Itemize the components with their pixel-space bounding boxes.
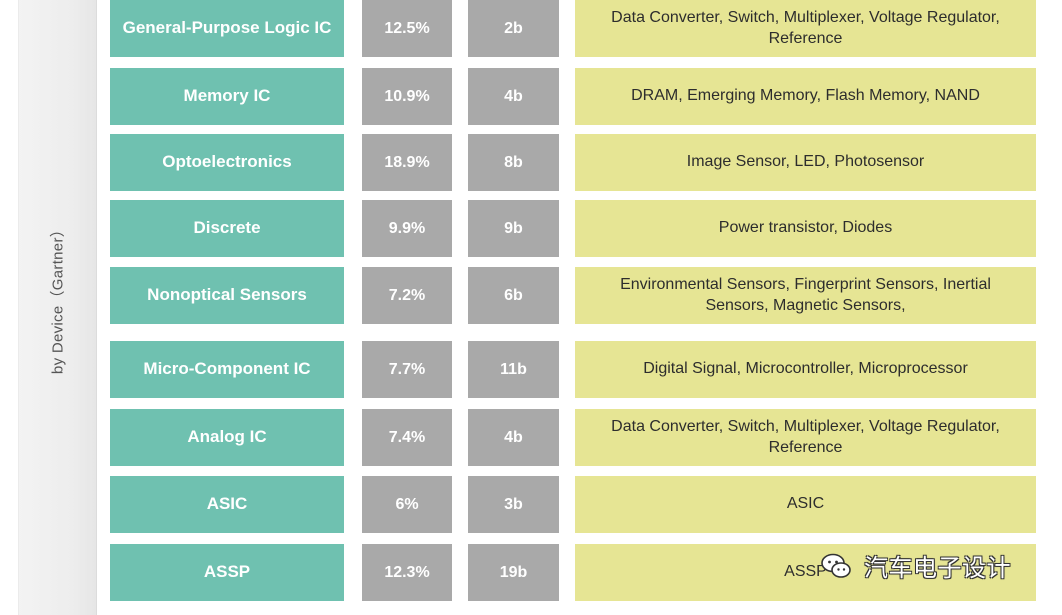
category-side-label: by Device（Gartner） xyxy=(49,221,67,375)
table-row: ASSP 12.3% 19b ASSP xyxy=(110,544,1036,601)
value-cell: 8b xyxy=(468,134,559,191)
share-cell: 7.4% xyxy=(362,409,452,466)
applications-cell: Image Sensor, LED, Photosensor xyxy=(575,134,1036,191)
share-cell: 6% xyxy=(362,476,452,533)
applications-cell: Data Converter, Switch, Multiplexer, Vol… xyxy=(575,0,1036,57)
share-cell: 7.7% xyxy=(362,341,452,398)
device-cell: Nonoptical Sensors xyxy=(110,267,344,324)
category-side-tab xyxy=(18,0,97,615)
share-cell: 9.9% xyxy=(362,200,452,257)
device-cell: Analog IC xyxy=(110,409,344,466)
table-row: Micro-Component IC 7.7% 11b Digital Sign… xyxy=(110,341,1036,398)
table-row: Discrete 9.9% 9b Power transistor, Diode… xyxy=(110,200,1036,257)
applications-cell: Environmental Sensors, Fingerprint Senso… xyxy=(575,267,1036,324)
table-row: General-Purpose Logic IC 12.5% 2b Data C… xyxy=(110,0,1036,57)
value-cell: 4b xyxy=(468,68,559,125)
device-cell: ASSP xyxy=(110,544,344,601)
applications-cell: Data Converter, Switch, Multiplexer, Vol… xyxy=(575,409,1036,466)
share-cell: 12.5% xyxy=(362,0,452,57)
applications-cell: ASIC xyxy=(575,476,1036,533)
table-row: ASIC 6% 3b ASIC xyxy=(110,476,1036,533)
value-cell: 9b xyxy=(468,200,559,257)
value-cell: 4b xyxy=(468,409,559,466)
table-row: Nonoptical Sensors 7.2% 6b Environmental… xyxy=(110,267,1036,324)
value-cell: 6b xyxy=(468,267,559,324)
applications-cell: DRAM, Emerging Memory, Flash Memory, NAN… xyxy=(575,68,1036,125)
value-cell: 19b xyxy=(468,544,559,601)
share-cell: 7.2% xyxy=(362,267,452,324)
share-cell: 12.3% xyxy=(362,544,452,601)
applications-cell: Digital Signal, Microcontroller, Micropr… xyxy=(575,341,1036,398)
value-cell: 3b xyxy=(468,476,559,533)
table-row: Optoelectronics 18.9% 8b Image Sensor, L… xyxy=(110,134,1036,191)
value-cell: 11b xyxy=(468,341,559,398)
device-cell: ASIC xyxy=(110,476,344,533)
device-cell: Optoelectronics xyxy=(110,134,344,191)
value-cell: 2b xyxy=(468,0,559,57)
device-cell: Discrete xyxy=(110,200,344,257)
share-cell: 10.9% xyxy=(362,68,452,125)
device-cell: Memory IC xyxy=(110,68,344,125)
device-cell: Micro-Component IC xyxy=(110,341,344,398)
table-row: Memory IC 10.9% 4b DRAM, Emerging Memory… xyxy=(110,68,1036,125)
table-row: Analog IC 7.4% 4b Data Converter, Switch… xyxy=(110,409,1036,466)
share-cell: 18.9% xyxy=(362,134,452,191)
device-cell: General-Purpose Logic IC xyxy=(110,0,344,57)
applications-cell: ASSP xyxy=(575,544,1036,601)
applications-cell: Power transistor, Diodes xyxy=(575,200,1036,257)
